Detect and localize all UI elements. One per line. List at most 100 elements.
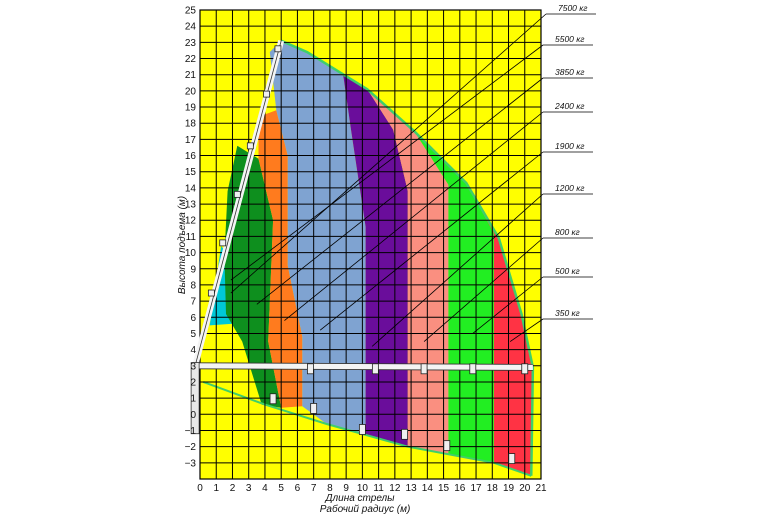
y-tick-8: 5 xyxy=(190,329,196,340)
load-label-2: 3850 кг xyxy=(555,67,584,77)
leader-7 xyxy=(472,276,544,334)
load-label-5: 1200 кг xyxy=(555,183,584,193)
load-label-7: 500 кг xyxy=(555,266,580,276)
leader-8 xyxy=(509,318,544,342)
y-tick-23: 20 xyxy=(185,86,197,97)
carriage-2 xyxy=(420,363,428,375)
y-tick-20: 17 xyxy=(185,135,197,146)
x-tick-8: 8 xyxy=(327,483,333,494)
leader-3 xyxy=(284,111,544,321)
grid xyxy=(199,9,542,480)
carriage-4 xyxy=(521,363,529,375)
x-tick-17: 17 xyxy=(470,483,482,494)
y-axis-title: Высота подъема (м) xyxy=(177,196,188,294)
y-tick-15: 12 xyxy=(185,216,197,227)
carriage-3 xyxy=(469,363,477,375)
hook-2 xyxy=(358,424,366,435)
y-tick-3: 0 xyxy=(190,410,196,421)
plot-frame xyxy=(199,9,542,480)
x-axis-ticks: 0 1 2 3 4 5 6 7 8 9 10 11 12 13 14 15 16 17 18 19 20 21 xyxy=(197,483,547,494)
load-label-6: 800 кг xyxy=(555,227,580,237)
y-axis-ticks: −3−2−10123456789101112131415161718192021… xyxy=(185,6,197,470)
horizontal-boom-edge-top xyxy=(195,362,533,365)
zone-6 xyxy=(367,89,449,455)
x-tick-2: 2 xyxy=(230,483,236,494)
x-tick-3: 3 xyxy=(246,483,252,494)
boom-carriage-2 xyxy=(233,190,241,198)
load-label-0: 7500 кг xyxy=(558,3,587,13)
leader-6 xyxy=(423,237,544,342)
boom-carriage-4 xyxy=(263,90,270,98)
y-tick-28: 25 xyxy=(185,6,197,17)
zone-7 xyxy=(414,131,494,463)
y-tick-2: −1 xyxy=(185,426,197,437)
y-tick-11: 8 xyxy=(190,280,196,291)
x-tick-20: 20 xyxy=(519,483,531,494)
boom-carriage-3 xyxy=(246,142,254,150)
y-tick-17: 14 xyxy=(185,183,197,194)
load-label-1: 5500 кг xyxy=(555,34,584,44)
y-tick-5: 2 xyxy=(190,377,196,388)
x-axis-subtitle: Рабочий радиус (м) xyxy=(320,503,411,515)
zone-5 xyxy=(342,73,408,447)
boom-carriage-5 xyxy=(274,45,282,53)
x-tick-0: 0 xyxy=(197,483,203,494)
leader-0 xyxy=(230,13,547,294)
y-tick-25: 22 xyxy=(185,54,197,65)
y-tick-24: 21 xyxy=(185,70,197,81)
x-tick-14: 14 xyxy=(422,483,434,494)
x-tick-1: 1 xyxy=(213,483,219,494)
y-tick-4: 1 xyxy=(190,394,196,405)
y-tick-19: 16 xyxy=(185,151,197,162)
y-tick-13: 10 xyxy=(185,248,197,259)
horizontal-boom-edge-bottom xyxy=(195,368,533,371)
boom-arm xyxy=(190,39,533,464)
hook-5 xyxy=(508,453,516,464)
x-tick-16: 16 xyxy=(454,483,466,494)
boom-base xyxy=(190,362,200,435)
y-tick-0: −3 xyxy=(185,458,197,469)
boom-carriage-0 xyxy=(207,289,215,297)
hook-1 xyxy=(310,403,318,414)
leader-1 xyxy=(230,44,544,281)
x-tick-19: 19 xyxy=(503,483,515,494)
x-tick-13: 13 xyxy=(406,483,418,494)
x-tick-5: 5 xyxy=(278,483,284,494)
hook-0 xyxy=(269,393,277,405)
x-tick-11: 11 xyxy=(373,483,384,494)
load-label-3: 2400 кг xyxy=(554,101,584,111)
y-tick-21: 18 xyxy=(185,119,197,130)
leader-lines xyxy=(230,13,596,347)
x-tick-6: 6 xyxy=(295,483,301,494)
y-tick-18: 15 xyxy=(185,167,197,178)
leader-5 xyxy=(371,193,544,347)
y-tick-22: 19 xyxy=(185,103,197,114)
x-tick-12: 12 xyxy=(389,483,401,494)
carriage-0 xyxy=(307,363,314,375)
zone-8 xyxy=(466,183,533,476)
x-tick-9: 9 xyxy=(343,483,349,494)
boom-carriage-1 xyxy=(219,239,227,247)
horizontal-boom xyxy=(195,362,533,371)
x-tick-4: 4 xyxy=(262,483,268,494)
y-tick-10: 7 xyxy=(190,297,196,308)
load-labels: 7500 кг 5500 кг 3850 кг 2400 кг 1900 кг 1200 … xyxy=(554,3,587,318)
x-tick-21: 21 xyxy=(535,483,547,494)
x-tick-7: 7 xyxy=(311,483,317,494)
leader-2 xyxy=(256,77,544,305)
y-tick-9: 6 xyxy=(190,313,196,324)
x-tick-18: 18 xyxy=(487,483,499,494)
envelope-bottom xyxy=(202,381,532,477)
y-tick-27: 24 xyxy=(185,22,197,33)
hook-3 xyxy=(401,428,409,440)
load-label-4: 1900 кг xyxy=(555,141,584,151)
load-zones xyxy=(202,39,535,477)
x-tick-15: 15 xyxy=(438,483,450,494)
y-tick-7: 4 xyxy=(190,345,196,356)
y-tick-14: 11 xyxy=(186,232,197,243)
y-tick-1: −2 xyxy=(185,442,197,453)
load-label-8: 350 кг xyxy=(555,308,580,318)
x-axis-title: Длина стрелы xyxy=(324,493,395,504)
y-tick-12: 9 xyxy=(190,264,196,275)
